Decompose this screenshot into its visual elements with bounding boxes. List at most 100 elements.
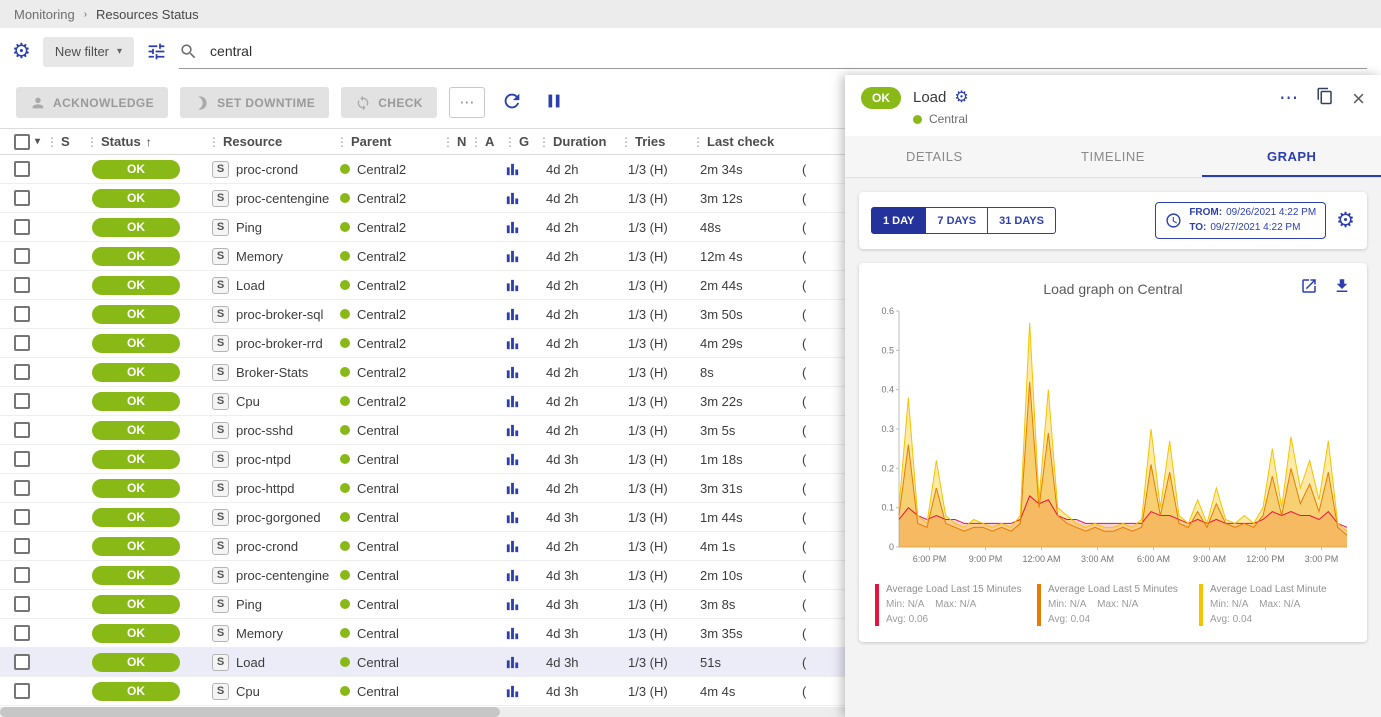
select-all-checkbox[interactable] — [14, 134, 30, 150]
close-panel-icon[interactable]: × — [1352, 88, 1365, 110]
search-input[interactable] — [208, 42, 1367, 60]
graph-icon[interactable] — [504, 335, 521, 352]
table-row[interactable]: OK S proc-gorgoned Central 4d 3h 1/3 (H)… — [0, 503, 862, 532]
pause-auto-refresh-button[interactable] — [539, 90, 569, 115]
table-row[interactable]: OK S proc-sshd Central 4d 2h 1/3 (H) 3m … — [0, 416, 862, 445]
resource-settings-gear-icon[interactable]: ⚙ — [954, 87, 968, 107]
resource-name[interactable]: Cpu — [236, 684, 260, 699]
graph-icon[interactable] — [504, 161, 521, 178]
row-checkbox[interactable] — [14, 161, 30, 177]
graph-icon[interactable] — [504, 422, 521, 439]
tab-graph[interactable]: GRAPH — [1202, 136, 1381, 177]
column-menu-icon[interactable]: ⋮ — [208, 135, 220, 149]
tab-timeline[interactable]: TIMELINE — [1024, 136, 1203, 177]
column-menu-icon[interactable]: ⋮ — [692, 135, 704, 149]
table-row[interactable]: OK S Broker-Stats Central2 4d 2h 1/3 (H)… — [0, 358, 862, 387]
row-checkbox[interactable] — [14, 509, 30, 525]
graph-icon[interactable] — [504, 451, 521, 468]
resource-name[interactable]: proc-gorgoned — [236, 510, 321, 525]
row-checkbox[interactable] — [14, 393, 30, 409]
table-row[interactable]: OK S proc-broker-sql Central2 4d 2h 1/3 … — [0, 300, 862, 329]
table-row[interactable]: OK S Ping Central 4d 3h 1/3 (H) 3m 8s ( — [0, 590, 862, 619]
resource-name[interactable]: proc-ntpd — [236, 452, 291, 467]
parent-name[interactable]: Central2 — [357, 365, 406, 380]
resource-name[interactable]: proc-crond — [236, 162, 298, 177]
download-icon[interactable] — [1333, 277, 1351, 300]
graph-icon[interactable] — [504, 625, 521, 642]
resource-name[interactable]: proc-sshd — [236, 423, 293, 438]
row-checkbox[interactable] — [14, 654, 30, 670]
resource-name[interactable]: Load — [236, 655, 265, 670]
table-row[interactable]: OK S Memory Central2 4d 2h 1/3 (H) 12m 4… — [0, 242, 862, 271]
graph-icon[interactable] — [504, 306, 521, 323]
row-checkbox[interactable] — [14, 596, 30, 612]
check-button[interactable]: CHECK — [341, 87, 437, 118]
load-graph-svg[interactable]: 00.10.20.30.40.50.66:00 PM9:00 PM12:00 A… — [867, 301, 1359, 573]
column-header-parent[interactable]: ⋮ Parent — [330, 134, 442, 149]
row-checkbox[interactable] — [14, 451, 30, 467]
copy-link-icon[interactable] — [1316, 87, 1334, 110]
tune-filter-icon[interactable] — [146, 41, 167, 62]
parent-name[interactable]: Central2 — [357, 278, 406, 293]
scrollbar-thumb[interactable] — [0, 707, 500, 717]
resource-name[interactable]: Load — [236, 278, 265, 293]
column-header-tries[interactable]: ⋮ Tries — [614, 134, 686, 149]
column-header-duration[interactable]: ⋮ Duration — [532, 134, 614, 149]
table-row[interactable]: OK S proc-httpd Central 4d 2h 1/3 (H) 3m… — [0, 474, 862, 503]
set-downtime-button[interactable]: SET DOWNTIME — [180, 87, 329, 118]
parent-name[interactable]: Central — [357, 655, 399, 670]
resource-name[interactable]: Ping — [236, 597, 262, 612]
parent-name[interactable]: Central — [357, 423, 399, 438]
resource-name[interactable]: proc-centengine — [236, 568, 329, 583]
parent-name[interactable]: Central — [357, 481, 399, 496]
resource-name[interactable]: Ping — [236, 220, 262, 235]
column-menu-icon[interactable]: ⋮ — [504, 135, 516, 149]
resource-name[interactable]: Memory — [236, 626, 283, 641]
column-header-graph[interactable]: ⋮ G — [498, 134, 532, 149]
column-menu-icon[interactable]: ⋮ — [442, 135, 454, 149]
row-checkbox[interactable] — [14, 190, 30, 206]
resource-name[interactable]: proc-centengine — [236, 191, 329, 206]
parent-name[interactable]: Central — [357, 684, 399, 699]
breadcrumb-section[interactable]: Monitoring — [14, 7, 75, 22]
row-checkbox[interactable] — [14, 567, 30, 583]
graph-icon[interactable] — [504, 190, 521, 207]
parent-name[interactable]: Central2 — [357, 336, 406, 351]
parent-name[interactable]: Central — [357, 452, 399, 467]
parent-name[interactable]: Central2 — [357, 394, 406, 409]
column-menu-icon[interactable]: ⋮ — [620, 135, 632, 149]
graph-icon[interactable] — [504, 364, 521, 381]
column-header-status[interactable]: ⋮ Status ↑ — [80, 134, 202, 149]
sort-asc-icon[interactable]: ↑ — [146, 135, 152, 149]
row-checkbox[interactable] — [14, 277, 30, 293]
panel-host-name[interactable]: Central — [929, 112, 968, 126]
graph-settings-gear-icon[interactable]: ⚙ — [1336, 210, 1355, 231]
legend-item[interactable]: Average Load Last 5 Minutes Min: N/A Max… — [1037, 584, 1189, 626]
open-in-new-icon[interactable] — [1300, 277, 1318, 300]
tab-details[interactable]: DETAILS — [845, 136, 1024, 177]
resource-name[interactable]: proc-crond — [236, 539, 298, 554]
column-header-severity[interactable]: ⋮ S — [46, 134, 80, 149]
column-menu-icon[interactable]: ⋮ — [470, 135, 482, 149]
row-checkbox[interactable] — [14, 248, 30, 264]
column-menu-icon[interactable]: ⋮ — [46, 135, 58, 149]
search-field[interactable] — [179, 35, 1367, 69]
row-checkbox[interactable] — [14, 538, 30, 554]
resource-name[interactable]: proc-broker-sql — [236, 307, 323, 322]
table-row[interactable]: OK S proc-broker-rrd Central2 4d 2h 1/3 … — [0, 329, 862, 358]
parent-name[interactable]: Central2 — [357, 191, 406, 206]
panel-more-icon[interactable]: ⋯ — [1279, 89, 1298, 108]
custom-time-period-button[interactable]: FROM:09/26/2021 4:22 PM TO:09/27/2021 4:… — [1155, 202, 1326, 239]
row-checkbox[interactable] — [14, 625, 30, 641]
column-menu-icon[interactable]: ⋮ — [86, 135, 98, 149]
range-7-days-button[interactable]: 7 DAYS — [926, 207, 988, 234]
resource-name[interactable]: Broker-Stats — [236, 365, 308, 380]
column-header-last-check[interactable]: ⋮ Last check — [686, 134, 788, 149]
table-row[interactable]: OK S proc-centengine Central2 4d 2h 1/3 … — [0, 184, 862, 213]
table-row[interactable]: OK S proc-crond Central2 4d 2h 1/3 (H) 2… — [0, 155, 862, 184]
row-checkbox[interactable] — [14, 480, 30, 496]
parent-name[interactable]: Central2 — [357, 162, 406, 177]
filter-settings-gear-icon[interactable]: ⚙ — [12, 41, 31, 62]
parent-name[interactable]: Central2 — [357, 249, 406, 264]
graph-icon[interactable] — [504, 683, 521, 700]
